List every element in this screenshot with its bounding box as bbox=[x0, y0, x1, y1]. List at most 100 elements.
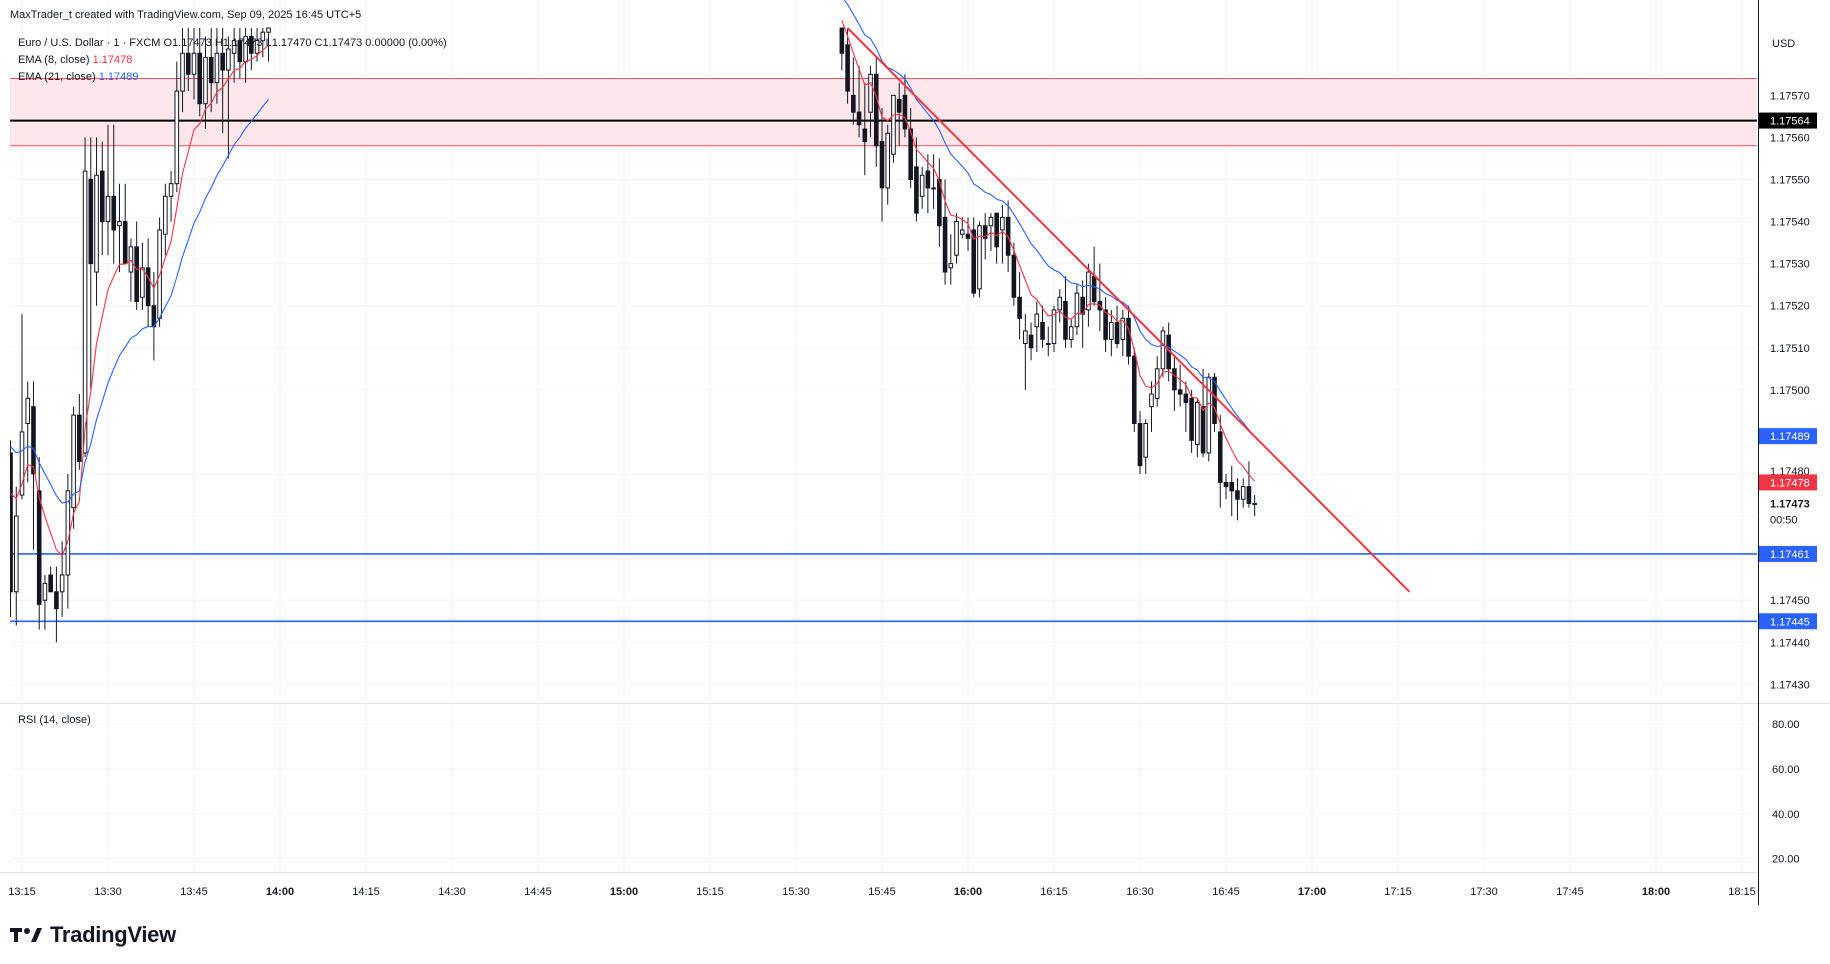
candle-body[interactable] bbox=[879, 141, 885, 189]
ema21-line[interactable] bbox=[10, 99, 269, 504]
candle-body[interactable] bbox=[851, 94, 856, 113]
candle-body[interactable] bbox=[82, 170, 88, 454]
candle-body[interactable] bbox=[151, 305, 157, 328]
candle-body[interactable] bbox=[254, 40, 260, 54]
candle-body[interactable] bbox=[36, 490, 42, 605]
candle-body[interactable] bbox=[88, 178, 94, 265]
candle-body[interactable] bbox=[931, 187, 936, 190]
candle-body[interactable] bbox=[1109, 322, 1114, 340]
candle-body[interactable] bbox=[191, 52, 197, 75]
ema21-badge[interactable] bbox=[1759, 428, 1817, 445]
candle-body[interactable] bbox=[925, 170, 931, 189]
candle-body[interactable] bbox=[111, 195, 117, 231]
candle-body[interactable] bbox=[885, 132, 891, 189]
candle-body[interactable] bbox=[1063, 300, 1068, 340]
candle-body[interactable] bbox=[42, 582, 48, 601]
candle-body[interactable] bbox=[249, 35, 254, 54]
candle-body[interactable] bbox=[1212, 376, 1217, 425]
candle-body[interactable] bbox=[25, 397, 31, 425]
candle-body[interactable] bbox=[231, 40, 237, 54]
candle-body[interactable] bbox=[1074, 292, 1080, 328]
candle-body[interactable] bbox=[845, 44, 850, 92]
candle-body[interactable] bbox=[1126, 317, 1131, 357]
candle-body[interactable] bbox=[163, 195, 168, 235]
candle-body[interactable] bbox=[77, 414, 82, 462]
candle-body[interactable] bbox=[220, 52, 225, 71]
ema21-legend[interactable]: EMA (21, close) 1.17489 bbox=[18, 71, 138, 83]
candle-body[interactable] bbox=[1172, 368, 1177, 391]
candle-body[interactable] bbox=[1223, 481, 1229, 488]
candle-body[interactable] bbox=[1103, 309, 1108, 340]
candle-body[interactable] bbox=[19, 431, 25, 496]
candle-body[interactable] bbox=[896, 99, 902, 113]
candle-body[interactable] bbox=[1028, 334, 1034, 349]
candle-body[interactable] bbox=[117, 221, 122, 227]
candle-body[interactable] bbox=[94, 174, 99, 273]
candle-body[interactable] bbox=[862, 128, 868, 143]
candle-body[interactable] bbox=[237, 40, 243, 63]
candle-body[interactable] bbox=[71, 414, 76, 509]
candle-body[interactable] bbox=[13, 515, 19, 593]
candle-body[interactable] bbox=[994, 212, 999, 248]
candle-body[interactable] bbox=[1195, 401, 1200, 446]
candle-body[interactable] bbox=[1086, 271, 1091, 311]
candle-body[interactable] bbox=[168, 183, 174, 197]
candle-body[interactable] bbox=[1131, 355, 1137, 425]
candle-body[interactable] bbox=[1011, 254, 1017, 298]
candle-body[interactable] bbox=[134, 246, 139, 302]
candle-body[interactable] bbox=[208, 56, 214, 84]
candle-body[interactable] bbox=[197, 52, 203, 105]
candle-body[interactable] bbox=[1034, 313, 1040, 328]
candle-body[interactable] bbox=[1068, 326, 1074, 340]
candle-body[interactable] bbox=[971, 229, 977, 294]
candle-body[interactable] bbox=[919, 174, 925, 197]
candle-body[interactable] bbox=[1229, 481, 1235, 492]
candle-body[interactable] bbox=[965, 233, 971, 239]
candle-body[interactable] bbox=[145, 267, 151, 307]
candle-body[interactable] bbox=[937, 178, 942, 227]
candle-body[interactable] bbox=[1137, 423, 1143, 467]
candle-body[interactable] bbox=[1217, 431, 1223, 483]
candle-body[interactable] bbox=[914, 166, 919, 214]
candle-body[interactable] bbox=[1114, 322, 1120, 345]
rsi-legend[interactable]: RSI (14, close) bbox=[18, 714, 91, 726]
candle-body[interactable] bbox=[1189, 397, 1194, 441]
candle-body[interactable] bbox=[1235, 490, 1240, 500]
candle-body[interactable] bbox=[180, 52, 185, 92]
candle-body[interactable] bbox=[1177, 389, 1183, 395]
support-lower-badge[interactable] bbox=[1759, 613, 1817, 630]
candle-body[interactable] bbox=[1057, 296, 1063, 311]
candle-body[interactable] bbox=[1143, 423, 1149, 458]
candle-body[interactable] bbox=[105, 195, 111, 223]
candle-body[interactable] bbox=[54, 591, 59, 610]
candle-body[interactable] bbox=[948, 263, 954, 269]
candle-body[interactable] bbox=[48, 574, 53, 593]
candle-body[interactable] bbox=[1200, 406, 1206, 454]
candle-body[interactable] bbox=[128, 246, 134, 273]
support-upper-badge[interactable] bbox=[1759, 545, 1817, 562]
symbol-ohlc-line[interactable]: Euro / U.S. Dollar · 1 · FXCM O1.17473 H… bbox=[18, 37, 447, 49]
candle-body[interactable] bbox=[1149, 393, 1154, 408]
ema8-line[interactable] bbox=[841, 20, 1256, 482]
candle-body[interactable] bbox=[122, 221, 128, 265]
resistance-zone[interactable] bbox=[10, 78, 1757, 146]
currency-label[interactable]: USD bbox=[1772, 38, 1796, 50]
candle-body[interactable] bbox=[140, 267, 145, 298]
candle-body[interactable] bbox=[1120, 317, 1126, 340]
candle-body[interactable] bbox=[31, 406, 36, 475]
candle-body[interactable] bbox=[942, 216, 948, 273]
candle-body[interactable] bbox=[856, 111, 862, 126]
candle-body[interactable] bbox=[1045, 343, 1051, 346]
ema8-line[interactable] bbox=[10, 44, 269, 557]
candle-body[interactable] bbox=[99, 170, 105, 223]
candle-body[interactable] bbox=[1091, 275, 1097, 302]
candle-body[interactable] bbox=[1000, 216, 1005, 231]
candle-body[interactable] bbox=[1017, 296, 1022, 319]
ema21-line[interactable] bbox=[842, 0, 1256, 437]
candle-body[interactable] bbox=[902, 94, 908, 130]
candle-body[interactable] bbox=[868, 73, 873, 113]
candle-body[interactable] bbox=[185, 52, 191, 75]
candle-body[interactable] bbox=[1051, 309, 1057, 345]
candle-body[interactable] bbox=[908, 128, 913, 180]
